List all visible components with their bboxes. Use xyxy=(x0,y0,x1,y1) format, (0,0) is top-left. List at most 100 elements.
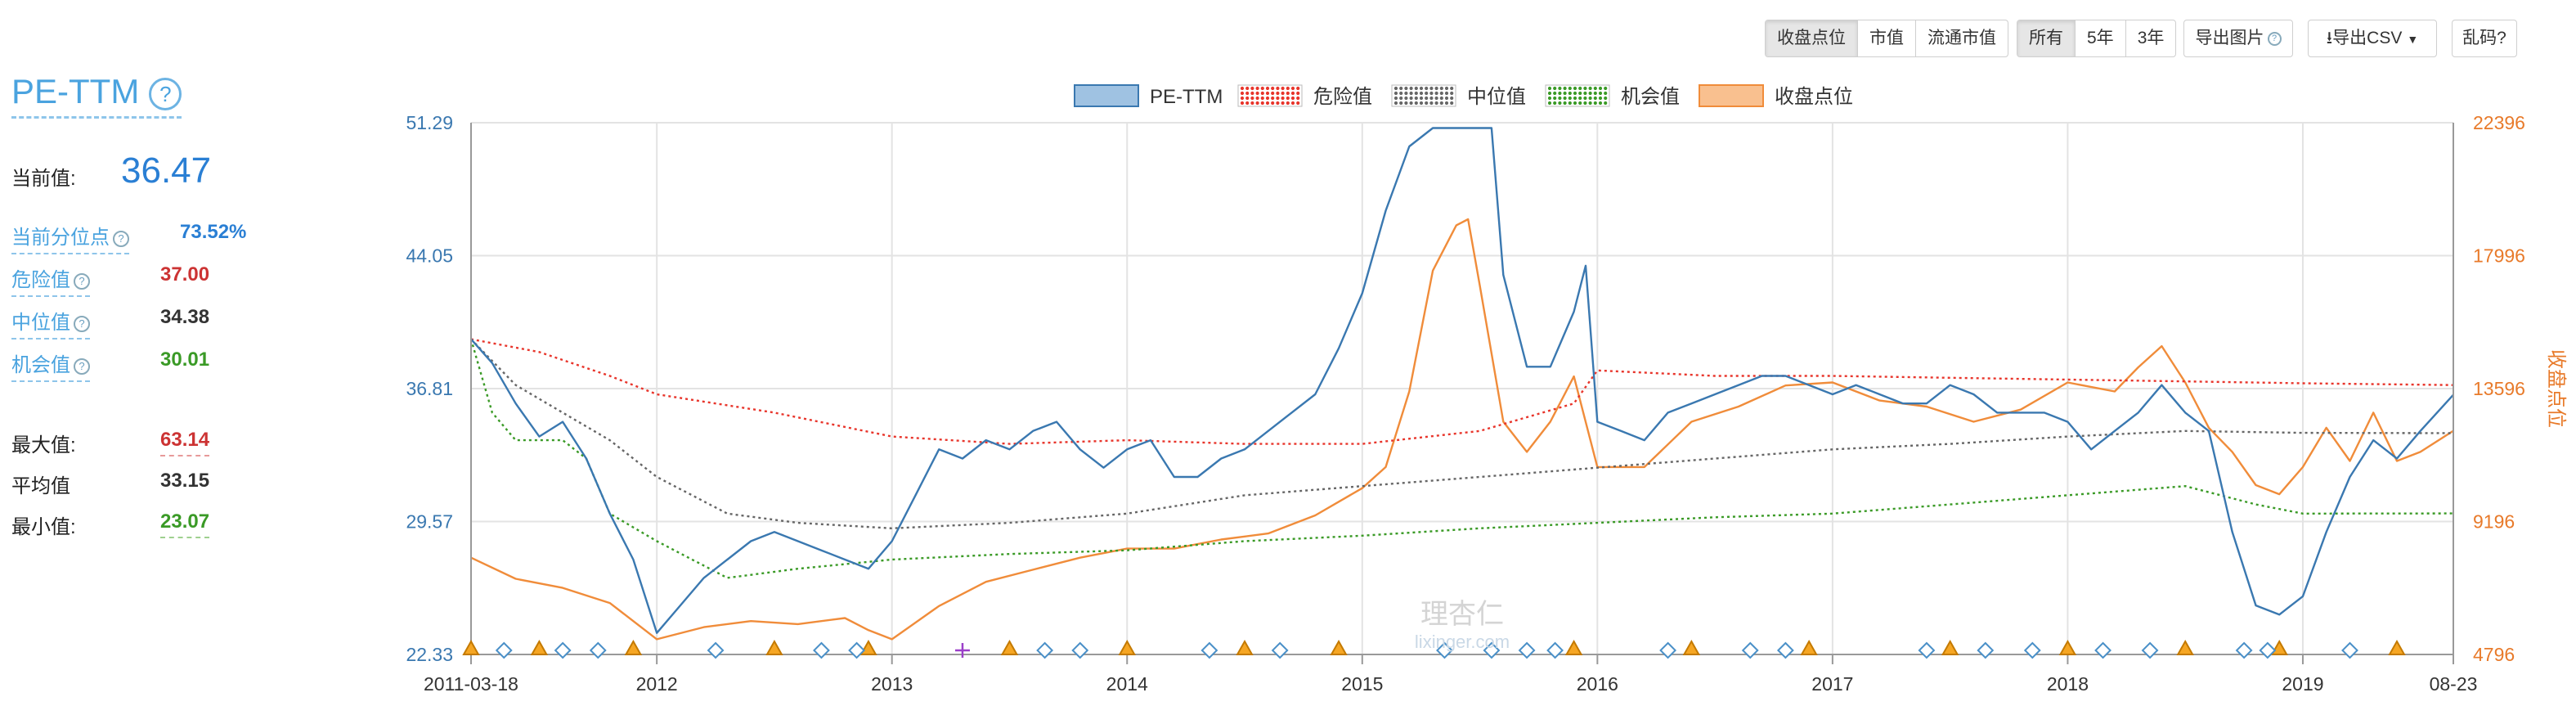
legend-label: 中位值 xyxy=(1467,86,1526,108)
legend-swatch xyxy=(1699,84,1764,107)
percentile-label: 当前分位点 xyxy=(11,227,110,249)
diamond-marker xyxy=(1546,641,1564,659)
legend-swatch-dot xyxy=(1558,86,1562,91)
x-tick-label: 2017 xyxy=(1811,673,1853,695)
diamond-marker xyxy=(2141,641,2159,659)
legend-swatch-dot xyxy=(1240,96,1245,101)
chance-value: 30.01 xyxy=(160,349,210,371)
diamond-marker xyxy=(589,641,607,659)
legend-swatch-dot xyxy=(1547,91,1552,96)
triangle-marker xyxy=(1330,639,1348,655)
diamond-marker xyxy=(1036,641,1054,659)
legend-swatch-dot xyxy=(1240,91,1245,96)
legend-swatch-dot xyxy=(1414,91,1418,96)
legend-swatch-dot xyxy=(1563,96,1567,101)
tab-float-cap[interactable]: 流通市值 xyxy=(1928,29,1996,47)
export-image-button[interactable]: 导出图片? xyxy=(2183,20,2293,57)
legend-swatch-dot xyxy=(1434,91,1438,96)
tab-range-3y[interactable]: 3年 xyxy=(2137,29,2165,47)
diamond-marker xyxy=(1200,641,1218,659)
legend-item: 危险值 xyxy=(1237,84,1372,108)
danger-row: 危险值? 37.00 xyxy=(11,263,209,297)
legend-swatch-dot xyxy=(1255,86,1259,91)
legend-swatch-dot xyxy=(1593,91,1597,96)
legend-swatch-dot xyxy=(1250,96,1254,101)
avg-label: 平均值 xyxy=(11,475,70,497)
export-csv-button[interactable]: ⭳导出CSV ▼ xyxy=(2308,20,2437,57)
legend-swatch-dot xyxy=(1409,96,1413,101)
legend-swatch-dot xyxy=(1553,86,1557,91)
diamond-marker xyxy=(2341,641,2358,659)
triangle-marker xyxy=(765,639,783,655)
garbled-help-button[interactable]: 乱码? xyxy=(2452,20,2517,57)
tab-range-5y[interactable]: 5年 xyxy=(2076,20,2126,56)
legend-swatch-dot xyxy=(1414,101,1418,106)
diamond-marker xyxy=(1918,641,1936,659)
legend-swatch-dot xyxy=(1286,101,1290,106)
legend-swatch-dot xyxy=(1553,91,1557,96)
watermark-en: lixinger.com xyxy=(1415,632,1510,652)
legend-swatch-dot xyxy=(1547,96,1552,101)
legend-swatch-dot xyxy=(1593,96,1597,101)
legend-swatch-dot xyxy=(1568,96,1572,101)
legend-swatch-dot xyxy=(1604,91,1608,96)
chance-label-wrap: 机会值? xyxy=(11,349,90,382)
tab-close-index[interactable]: 收盘点位 xyxy=(1766,20,1858,56)
legend-swatch-dot xyxy=(1578,96,1582,101)
legend-swatch-dot xyxy=(1255,101,1259,106)
legend-swatch-dot xyxy=(1245,96,1250,101)
danger-label-wrap: 危险值? xyxy=(11,263,90,297)
legend-swatch-dot xyxy=(1393,101,1398,106)
legend-swatch-dot xyxy=(1604,96,1608,101)
legend-swatch-dot xyxy=(1260,91,1264,96)
legend-swatch-dot xyxy=(1281,101,1285,106)
legend-swatch-dot xyxy=(1404,91,1408,96)
legend-swatch-dot xyxy=(1598,96,1603,101)
legend-swatch-dot xyxy=(1414,96,1418,101)
legend-swatch-dot xyxy=(1439,86,1443,91)
tab-range-all[interactable]: 所有 xyxy=(2017,20,2076,56)
legend-swatch-dot xyxy=(1558,91,1562,96)
diamond-marker xyxy=(2023,641,2041,659)
plus-marker xyxy=(954,643,970,658)
triangle-marker xyxy=(1000,639,1019,655)
legend-swatch-dot xyxy=(1563,86,1567,91)
diamond-marker xyxy=(813,641,830,659)
legend-swatch-dot xyxy=(1563,101,1567,106)
legend-swatch-dot xyxy=(1450,86,1454,91)
legend-swatch-dot xyxy=(1604,86,1608,91)
axes: 22.33 29.57 36.81 44.05 51.29 4796 9196 13596 17… xyxy=(406,112,2567,695)
legend-swatch-dot xyxy=(1399,101,1403,106)
legend-swatch-dot xyxy=(1271,101,1275,106)
series-line-3 xyxy=(469,339,2454,579)
download-icon: ⭳ xyxy=(2326,29,2333,47)
y-right-tick-label: 13596 xyxy=(2473,378,2525,399)
help-icon[interactable]: ? xyxy=(74,315,90,332)
legend-swatch-dot xyxy=(1276,96,1280,101)
percentile-label-wrap: 当前分位点? xyxy=(11,221,129,254)
x-tick-label: 2019 xyxy=(2282,673,2323,695)
help-icon[interactable]: ? xyxy=(149,77,182,110)
x-tick-label: 08-23 xyxy=(2430,673,2478,695)
tab-market-cap[interactable]: 市值 xyxy=(1858,20,1916,56)
legend-swatch-dot xyxy=(1281,96,1285,101)
legend-swatch-dot xyxy=(1604,101,1608,106)
y-right-tick-label: 22396 xyxy=(2473,112,2525,133)
legend-label: 危险值 xyxy=(1313,86,1372,108)
legend-swatch-dot xyxy=(1260,101,1264,106)
help-icon[interactable]: ? xyxy=(74,272,90,290)
danger-value: 37.00 xyxy=(160,263,210,286)
legend-swatch-dot xyxy=(1419,96,1424,101)
legend-swatch-dot xyxy=(1296,91,1300,96)
diamond-marker xyxy=(1483,641,1501,659)
x-tick-label: 2015 xyxy=(1341,673,1383,695)
legend-swatch-dot xyxy=(1409,101,1413,106)
help-icon[interactable]: ? xyxy=(74,358,90,375)
legend-swatch-dot xyxy=(1434,96,1438,101)
triangle-marker xyxy=(1941,639,1959,655)
series-line-2 xyxy=(470,338,2454,529)
diamond-marker xyxy=(1518,641,1536,659)
help-icon[interactable]: ? xyxy=(113,230,129,247)
legend-swatch-dot xyxy=(1425,96,1429,101)
export-image-label: 导出图片 xyxy=(2195,29,2264,47)
